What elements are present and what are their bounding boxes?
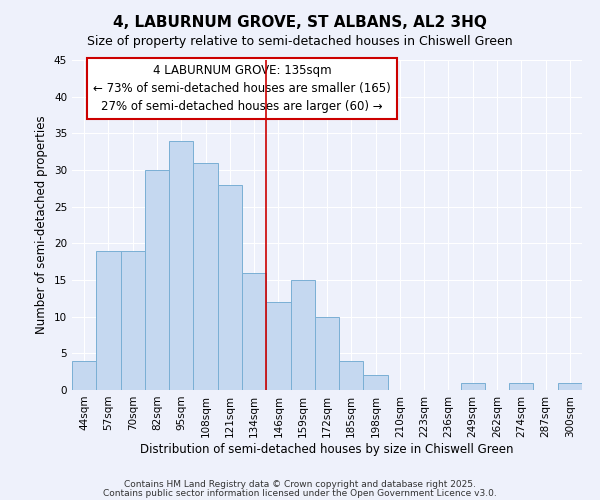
Bar bbox=[315, 316, 339, 390]
Text: Contains public sector information licensed under the Open Government Licence v3: Contains public sector information licen… bbox=[103, 488, 497, 498]
X-axis label: Distribution of semi-detached houses by size in Chiswell Green: Distribution of semi-detached houses by … bbox=[140, 442, 514, 456]
Y-axis label: Number of semi-detached properties: Number of semi-detached properties bbox=[35, 116, 49, 334]
Bar bbox=[121, 250, 145, 390]
Text: Size of property relative to semi-detached houses in Chiswell Green: Size of property relative to semi-detach… bbox=[87, 35, 513, 48]
Bar bbox=[193, 162, 218, 390]
Bar bbox=[96, 250, 121, 390]
Bar bbox=[72, 360, 96, 390]
Bar bbox=[509, 382, 533, 390]
Text: Contains HM Land Registry data © Crown copyright and database right 2025.: Contains HM Land Registry data © Crown c… bbox=[124, 480, 476, 489]
Bar bbox=[145, 170, 169, 390]
Text: 4 LABURNUM GROVE: 135sqm
← 73% of semi-detached houses are smaller (165)
27% of : 4 LABURNUM GROVE: 135sqm ← 73% of semi-d… bbox=[93, 64, 391, 112]
Bar bbox=[218, 184, 242, 390]
Bar bbox=[266, 302, 290, 390]
Bar bbox=[339, 360, 364, 390]
Text: 4, LABURNUM GROVE, ST ALBANS, AL2 3HQ: 4, LABURNUM GROVE, ST ALBANS, AL2 3HQ bbox=[113, 15, 487, 30]
Bar bbox=[364, 376, 388, 390]
Bar bbox=[558, 382, 582, 390]
Bar bbox=[461, 382, 485, 390]
Bar bbox=[169, 140, 193, 390]
Bar bbox=[242, 272, 266, 390]
Bar bbox=[290, 280, 315, 390]
